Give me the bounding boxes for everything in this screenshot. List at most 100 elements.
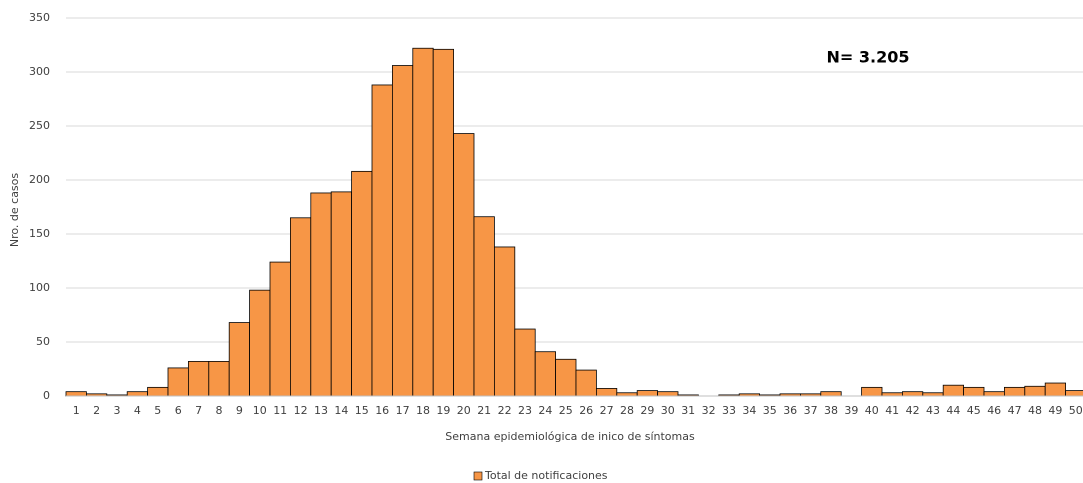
bar: [820, 391, 842, 397]
bar: [391, 65, 414, 397]
bar: [1024, 385, 1046, 397]
bar: [514, 328, 536, 397]
x-tick-label: 43: [926, 404, 940, 417]
bar: [126, 391, 148, 397]
x-axis-title: Semana epidemiológica de inico de síntom…: [445, 430, 695, 443]
x-tick-label: 7: [195, 404, 202, 417]
bar: [65, 391, 87, 397]
bar: [412, 47, 434, 397]
bar: [575, 369, 597, 397]
x-tick-label: 48: [1028, 404, 1042, 417]
bar: [555, 358, 577, 397]
x-tick-label: 15: [355, 404, 369, 417]
x-tick-label: 41: [885, 404, 899, 417]
x-tick-label: 45: [967, 404, 981, 417]
x-tick-label: 42: [906, 404, 920, 417]
x-tick-label: 37: [804, 404, 818, 417]
legend-label: Total de notificaciones: [484, 469, 608, 482]
x-tick-label: 38: [824, 404, 838, 417]
y-tick-label: 150: [29, 227, 50, 240]
x-tick-label: 24: [538, 404, 552, 417]
x-tick-label: 27: [600, 404, 614, 417]
x-tick-label: 29: [640, 404, 654, 417]
bar: [269, 261, 291, 397]
x-tick-label: 2: [93, 404, 100, 417]
bar: [493, 246, 516, 397]
x-tick-label: 1: [73, 404, 80, 417]
bar: [861, 386, 883, 397]
x-tick-label: 8: [216, 404, 223, 417]
bar: [330, 191, 353, 397]
y-tick-label: 300: [29, 65, 50, 78]
x-tick-label: 33: [722, 404, 736, 417]
bar: [657, 391, 679, 397]
x-tick-label: 9: [236, 404, 243, 417]
annotation: N= 3.205: [827, 48, 910, 67]
bar: [249, 289, 271, 397]
y-tick-label: 200: [29, 173, 50, 186]
x-tick-label: 22: [498, 404, 512, 417]
bar: [453, 133, 475, 397]
x-tick-label: 26: [579, 404, 593, 417]
bar: [963, 386, 985, 397]
x-tick-label: 10: [253, 404, 267, 417]
x-tick-label: 30: [661, 404, 675, 417]
x-tick-label: 39: [844, 404, 858, 417]
bar: [228, 322, 250, 397]
bar: [902, 391, 924, 397]
bar: [596, 388, 618, 397]
bar: [167, 367, 189, 397]
bar: [310, 192, 332, 397]
bar: [289, 217, 312, 397]
x-tick-label: 20: [457, 404, 471, 417]
y-tick-label: 0: [43, 389, 50, 402]
x-tick-label: 46: [987, 404, 1001, 417]
x-tick-label: 17: [396, 404, 410, 417]
x-tick-label: 19: [436, 404, 450, 417]
y-axis-title: Nro. de casos: [8, 173, 21, 248]
x-tick-label: 12: [294, 404, 308, 417]
bar: [1065, 390, 1083, 397]
x-tick-label: 25: [559, 404, 573, 417]
x-tick-label: 32: [702, 404, 716, 417]
bar: [1004, 386, 1026, 397]
bar: [473, 216, 495, 397]
x-tick-label: 3: [114, 404, 121, 417]
y-tick-label: 350: [29, 11, 50, 24]
x-tick-label: 6: [175, 404, 182, 417]
x-tick-label: 4: [134, 404, 141, 417]
x-tick-label: 18: [416, 404, 430, 417]
x-tick-label: 47: [1008, 404, 1022, 417]
bar: [208, 361, 230, 397]
x-tick-label: 28: [620, 404, 634, 417]
x-tick-label: 35: [763, 404, 777, 417]
bar: [636, 390, 659, 397]
bar: [1044, 382, 1066, 397]
y-tick-label: 100: [29, 281, 50, 294]
x-tick-label: 34: [742, 404, 756, 417]
bar: [983, 391, 1005, 397]
x-tick-label: 14: [334, 404, 348, 417]
bar: [351, 170, 373, 397]
bar: [187, 361, 210, 397]
bar: [371, 84, 393, 397]
x-tick-label: 13: [314, 404, 328, 417]
bar: [147, 386, 169, 397]
x-tick-label: 23: [518, 404, 532, 417]
x-tick-label: 40: [865, 404, 879, 417]
x-tick-label: 16: [375, 404, 389, 417]
x-tick-label: 5: [154, 404, 161, 417]
y-tick-label: 50: [36, 335, 50, 348]
y-tick-label: 250: [29, 119, 50, 132]
x-tick-label: 36: [783, 404, 797, 417]
bar: [534, 351, 557, 397]
bar: [942, 384, 965, 397]
x-tick-label: 31: [681, 404, 695, 417]
legend-swatch: [473, 471, 483, 481]
x-tick-label: 50: [1069, 404, 1083, 417]
x-tick-label: 21: [477, 404, 491, 417]
x-tick-label: 11: [273, 404, 287, 417]
bar: [432, 48, 455, 397]
x-tick-label: 49: [1048, 404, 1062, 417]
